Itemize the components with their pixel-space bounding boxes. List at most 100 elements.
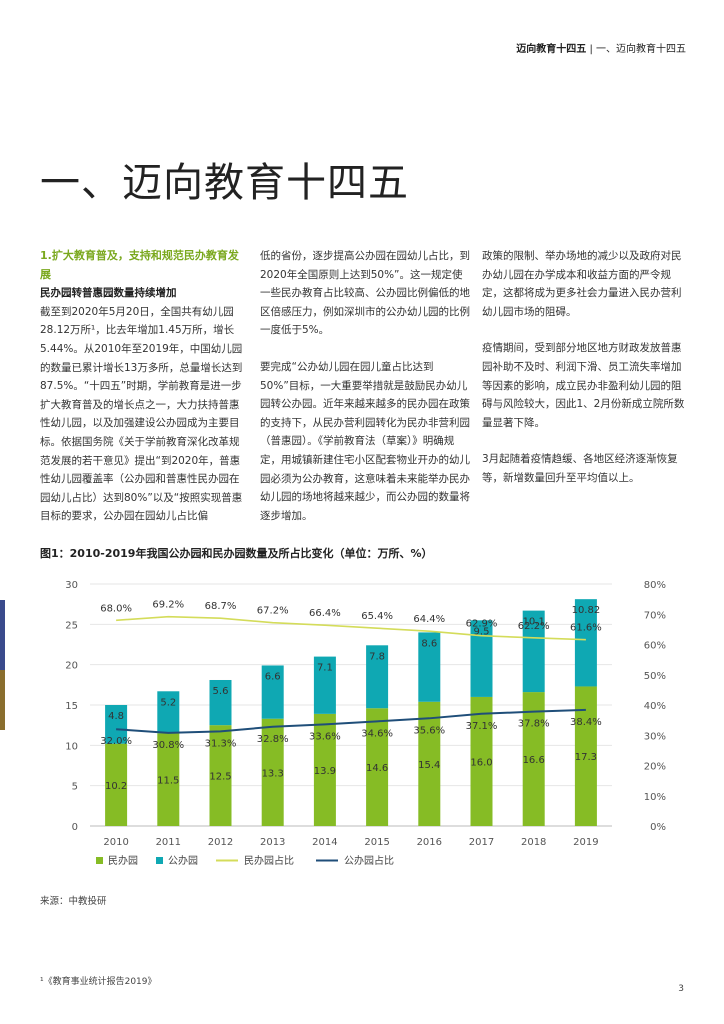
y-tick-label: 5 <box>72 782 78 793</box>
bar-value-label: 16.0 <box>470 757 492 768</box>
bar-public <box>313 656 336 714</box>
line-private-share <box>116 615 586 641</box>
subsection-heading: 民办园转普惠园数量持续增加 <box>40 287 177 300</box>
bar-value-label: 9.5 <box>474 626 490 637</box>
figure-title: 图1：2010-2019年我国公办园和民办园数量及所占比变化（单位：万所、%） <box>40 547 433 560</box>
x-tick-label: 2013 <box>260 837 285 848</box>
line-value-label: 69.2% <box>152 600 184 611</box>
line-value-label: 37.1% <box>466 721 498 732</box>
line-value-label: 37.8% <box>518 719 550 730</box>
legend-swatch <box>96 857 103 864</box>
bar-value-label: 4.8 <box>108 711 124 722</box>
line-value-label: 62.9% <box>466 619 498 630</box>
bar-private <box>574 686 597 826</box>
page-number: 3 <box>678 984 684 994</box>
legend-label: 民办园 <box>108 854 138 867</box>
y2-tick-label: 20% <box>644 762 666 773</box>
line-value-label: 62.2% <box>518 621 550 632</box>
y-tick-label: 15 <box>65 701 78 712</box>
y2-tick-label: 0% <box>650 822 666 833</box>
kindergarten-chart: 0 5 10 15 20 25 30 0% 10% 20% 30% 40% 50% 60% 70% 80% 20… <box>65 580 666 867</box>
bar-private <box>313 713 336 826</box>
y-tick-label: 10 <box>65 741 78 752</box>
footnote: ¹《教育事业统计报告2019》 <box>40 974 157 987</box>
bar-private <box>522 692 545 826</box>
bar-value-label: 16.6 <box>523 755 545 766</box>
bar-value-label: 17.3 <box>575 752 597 763</box>
bar-public <box>105 705 128 744</box>
text-column-1: 1.扩大教育普及，支持和规范民办教育发展 民办园转普惠园数量持续增加 截至到20… <box>40 247 248 526</box>
bar-value-label: 6.6 <box>265 671 281 682</box>
x-tick-label: 2015 <box>364 837 389 848</box>
line-value-label: 30.8% <box>152 740 184 751</box>
x-tick-label: 2017 <box>469 837 494 848</box>
x-tick-label: 2019 <box>573 837 598 848</box>
y-tick-label: 25 <box>65 620 78 631</box>
text-column-3: 政策的限制、举办场地的减少以及政府对民办幼儿园在办学成本和收益方面的严令规定，这… <box>482 247 688 488</box>
bar-private <box>105 743 128 826</box>
line-value-label: 61.6% <box>570 623 602 634</box>
bar-public <box>574 599 597 687</box>
line-value-label: 31.3% <box>205 738 237 749</box>
legend-swatch <box>156 857 163 864</box>
bar-private <box>470 696 493 826</box>
line-value-label: 66.4% <box>309 608 341 619</box>
header-section: 一、迈向教育十四五 <box>596 44 686 55</box>
bar-value-label: 10.1 <box>523 617 545 628</box>
y2-tick-label: 80% <box>644 580 666 591</box>
line-value-label: 34.6% <box>361 728 393 739</box>
body-paragraph: 3月起随着疫情趋缓、各地区经济逐渐恢复等，新增数量回升至平均值以上。 <box>482 453 678 484</box>
footnote-text: 《教育事业统计报告2019》 <box>43 977 157 987</box>
bar-private <box>366 708 389 826</box>
running-header: 迈向教育十四五 | 一、迈向教育十四五 <box>516 40 686 55</box>
y-tick-label: 0 <box>72 822 78 833</box>
bar-public <box>418 632 441 702</box>
y-tick-label: 20 <box>65 661 78 672</box>
bar-value-label: 10.2 <box>105 781 127 792</box>
line-value-label: 38.4% <box>570 717 602 728</box>
y2-tick-label: 10% <box>644 792 666 803</box>
bar-public <box>522 610 545 693</box>
legend-label: 民办园占比 <box>244 854 294 867</box>
y2-tick-label: 30% <box>644 731 666 742</box>
bar-value-label: 15.4 <box>418 760 440 771</box>
bar-value-label: 12.5 <box>209 772 231 783</box>
bar-value-label: 5.2 <box>160 697 176 708</box>
source-note: 来源：中教投研 <box>40 896 107 907</box>
line-value-label: 65.4% <box>361 611 393 622</box>
bar-value-label: 13.3 <box>262 768 284 779</box>
bar-value-label: 8.6 <box>421 638 437 649</box>
bar-private <box>209 725 232 826</box>
header-separator: | <box>586 44 596 55</box>
section-heading: 1.扩大教育普及，支持和规范民办教育发展 <box>40 249 239 281</box>
body-paragraph: 政策的限制、举办场地的减少以及政府对民办幼儿园在办学成本和收益方面的严令规定，这… <box>482 250 682 318</box>
header-chapter: 迈向教育十四五 <box>516 44 587 55</box>
x-tick-label: 2016 <box>417 837 442 848</box>
text-column-2: 低的省份，逐步提高公办园在园幼儿占比，到2020年全国原则上达到50%”。这一规… <box>260 247 470 525</box>
body-paragraph: 疫情期间，受到部分地区地方财政发放普惠园补助不及时、利润下滑、员工流失率增加等因… <box>482 342 685 429</box>
body-paragraph: 截至到2020年5月20日，全国共有幼儿园28.12万所¹，比去年增加1.45万… <box>40 305 243 523</box>
bar-private <box>157 733 180 826</box>
y2-tick-label: 50% <box>644 671 666 682</box>
footnote-mark: ¹ <box>40 977 44 987</box>
bar-private <box>418 701 441 826</box>
bar-value-label: 13.9 <box>314 766 336 777</box>
x-tick-label: 2011 <box>156 837 181 848</box>
x-tick-label: 2018 <box>521 837 546 848</box>
x-tick-label: 2012 <box>208 837 233 848</box>
line-value-label: 32.0% <box>100 736 132 747</box>
bar-value-label: 14.6 <box>366 763 388 774</box>
legend-label: 公办园占比 <box>344 854 394 867</box>
bar-public <box>209 679 232 726</box>
bar-value-label: 7.1 <box>317 663 333 674</box>
bar-value-label: 10.82 <box>572 605 601 616</box>
line-value-label: 64.4% <box>413 614 445 625</box>
y2-tick-label: 60% <box>644 641 666 652</box>
line-value-label: 33.6% <box>309 731 341 742</box>
line-value-label: 68.7% <box>205 601 237 612</box>
line-value-label: 67.2% <box>257 606 289 617</box>
bar-public <box>366 645 389 709</box>
line-value-label: 35.6% <box>413 725 445 736</box>
edge-strip <box>0 670 5 730</box>
bar-public <box>470 620 493 697</box>
